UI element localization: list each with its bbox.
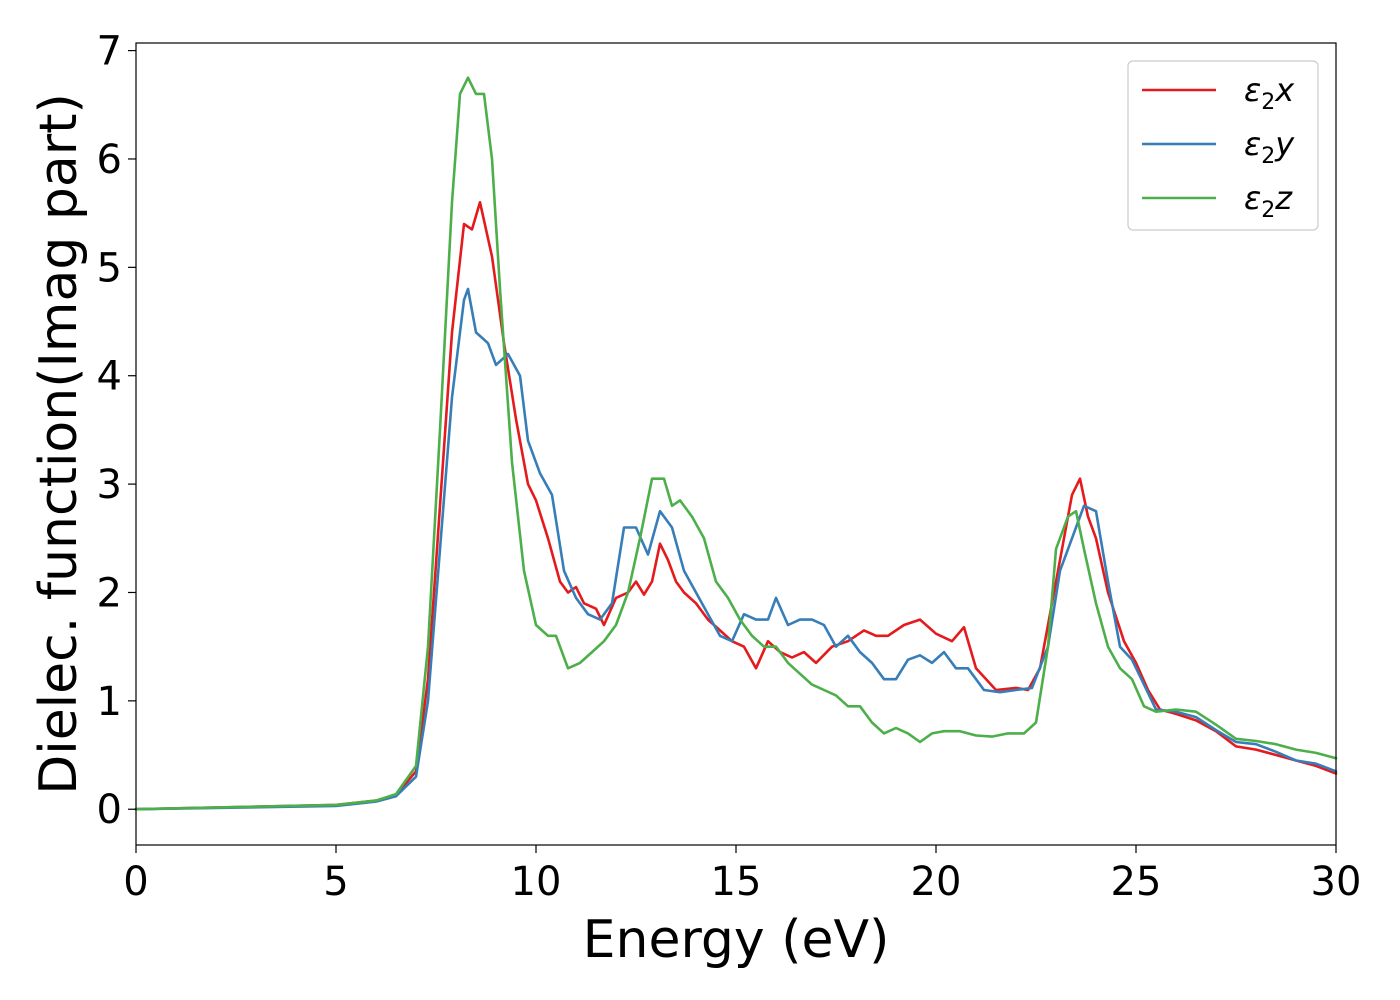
x-tick-label: 10 <box>511 859 562 905</box>
legend-label-x: ε2x <box>1244 71 1295 115</box>
y-tick-label: 2 <box>97 570 122 616</box>
y-tick-label: 1 <box>97 679 122 725</box>
series-line-y <box>134 287 1338 811</box>
legend-box <box>1127 60 1319 231</box>
y-tick-label: 6 <box>97 137 122 183</box>
legend: ε2x ε2y ε2z <box>1127 60 1319 231</box>
y-tick-label: 7 <box>97 29 122 75</box>
x-tick-label: 20 <box>911 859 962 905</box>
y-tick-label: 0 <box>97 787 122 833</box>
y-axis-title: Dielec. function(Imag part) <box>29 93 89 795</box>
x-tick-label: 15 <box>711 859 762 905</box>
y-axis: 0 1 2 3 4 5 6 7 <box>97 29 136 833</box>
x-tick-label: 0 <box>123 859 148 905</box>
x-tick-label: 5 <box>323 859 348 905</box>
y-tick-label: 5 <box>97 245 122 291</box>
y-tick-label: 4 <box>97 354 122 400</box>
legend-label-z: ε2z <box>1244 179 1293 223</box>
x-tick-label: 25 <box>1111 859 1162 905</box>
legend-label-y: ε2y <box>1244 125 1295 169</box>
series-layer <box>134 76 1338 811</box>
x-tick-label: 30 <box>1311 859 1362 905</box>
x-axis-title: Energy (eV) <box>583 910 890 970</box>
series-line-z <box>134 76 1338 811</box>
x-axis: 0 5 10 15 20 25 30 <box>123 845 1361 905</box>
y-tick-label: 3 <box>97 462 122 508</box>
